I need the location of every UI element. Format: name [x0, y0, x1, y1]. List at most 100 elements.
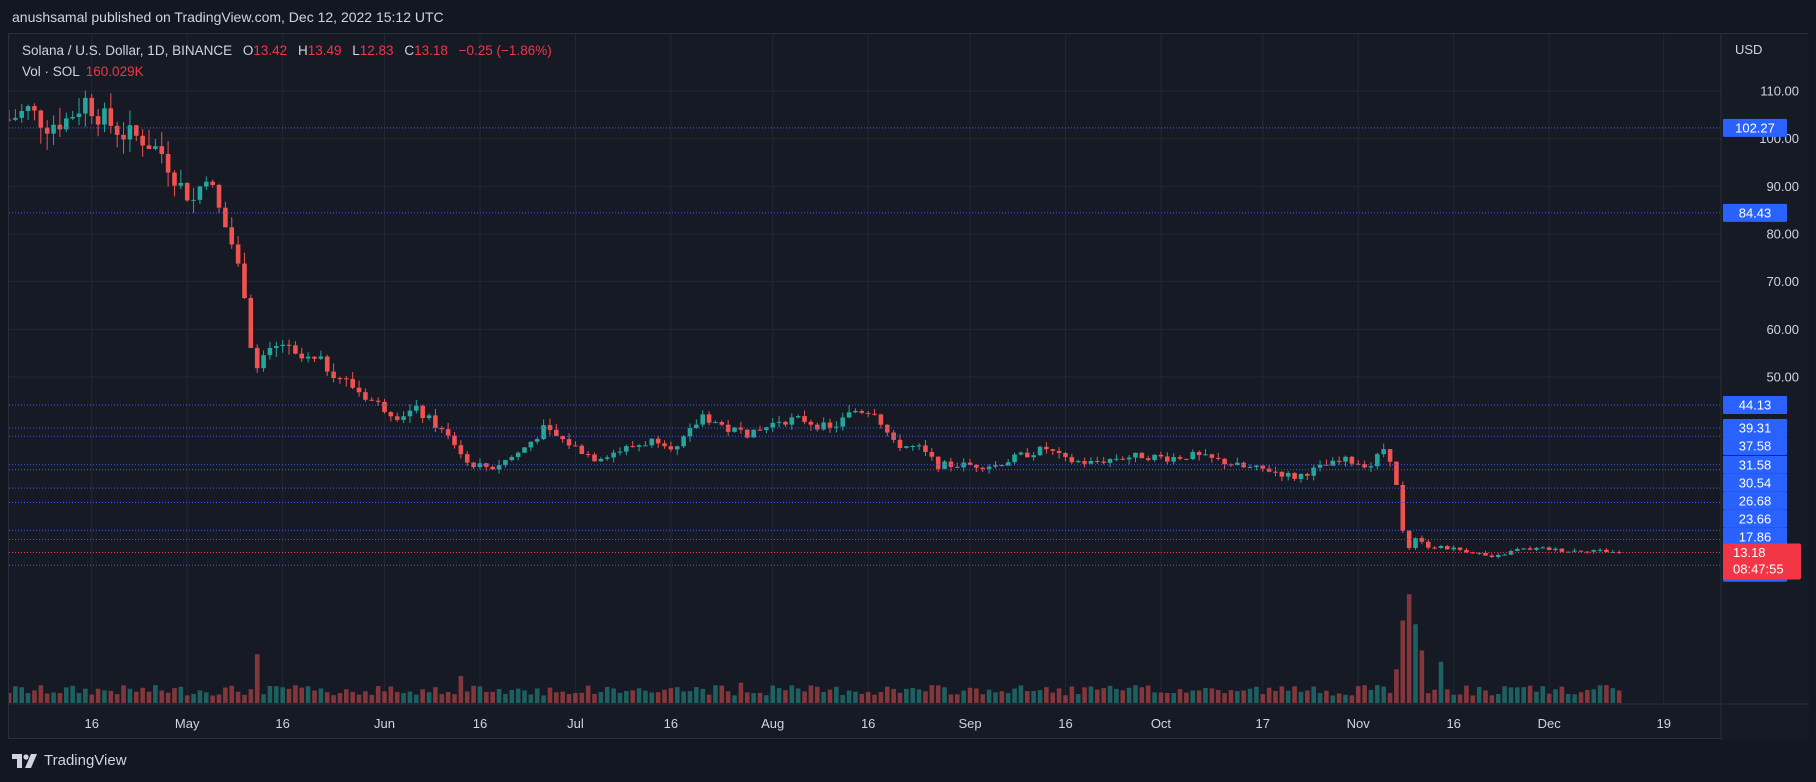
candle-body[interactable] — [1235, 462, 1240, 466]
candle-body[interactable] — [1056, 450, 1062, 454]
candle-body[interactable] — [770, 422, 776, 428]
candle-body[interactable] — [1298, 473, 1304, 479]
candle-body[interactable] — [802, 416, 807, 422]
candle-body[interactable] — [1368, 466, 1374, 468]
candle-body[interactable] — [1190, 451, 1196, 460]
candle-body[interactable] — [1005, 462, 1011, 466]
candle-body[interactable] — [929, 452, 935, 457]
candle-body[interactable] — [1565, 551, 1571, 553]
candle-body[interactable] — [1559, 548, 1565, 552]
candle-body[interactable] — [229, 227, 235, 245]
candle-body[interactable] — [223, 207, 228, 228]
candle-body[interactable] — [324, 356, 330, 372]
candle-body[interactable] — [248, 298, 254, 348]
candle-body[interactable] — [560, 435, 565, 440]
candle-body[interactable] — [1470, 552, 1476, 554]
candle-body[interactable] — [159, 146, 165, 154]
candle-body[interactable] — [1196, 451, 1202, 456]
candle-body[interactable] — [140, 135, 145, 146]
candle-body[interactable] — [114, 125, 120, 135]
candle-body[interactable] — [687, 428, 693, 437]
candle-body[interactable] — [891, 432, 896, 440]
candle-body[interactable] — [1247, 467, 1253, 469]
candle-body[interactable] — [184, 182, 190, 201]
candle-body[interactable] — [1406, 530, 1412, 548]
candle-body[interactable] — [757, 429, 763, 431]
candle-body[interactable] — [643, 445, 648, 447]
candle-body[interactable] — [1572, 550, 1577, 552]
level-price-tag[interactable] — [1723, 473, 1787, 492]
candle-body[interactable] — [1107, 458, 1113, 463]
candle-body[interactable] — [299, 353, 305, 359]
candle-body[interactable] — [401, 416, 406, 420]
candle-body[interactable] — [1177, 457, 1183, 459]
candle-body[interactable] — [598, 458, 604, 462]
candle-body[interactable] — [363, 392, 368, 400]
candle-body[interactable] — [1610, 551, 1616, 553]
candle-body[interactable] — [630, 446, 635, 448]
candle-body[interactable] — [293, 345, 298, 354]
level-price-tag[interactable] — [1723, 491, 1787, 510]
candle-body[interactable] — [916, 445, 922, 447]
price-axis-panel[interactable] — [1721, 34, 1809, 740]
candle-body[interactable] — [254, 347, 260, 369]
candle-body[interactable] — [1120, 458, 1126, 460]
candle-body[interactable] — [44, 127, 50, 134]
candle-body[interactable] — [884, 424, 890, 433]
candle-body[interactable] — [1285, 473, 1291, 477]
candle-body[interactable] — [999, 465, 1005, 467]
level-price-tag[interactable] — [1723, 395, 1787, 414]
candle-body[interactable] — [1355, 463, 1361, 465]
candle-body[interactable] — [1305, 473, 1310, 476]
candle-body[interactable] — [1095, 460, 1100, 462]
candle-body[interactable] — [1215, 457, 1221, 459]
candle-body[interactable] — [331, 371, 336, 379]
candle-body[interactable] — [63, 118, 69, 130]
candle-body[interactable] — [1050, 449, 1056, 451]
level-price-tag[interactable] — [1723, 418, 1787, 437]
candle-body[interactable] — [407, 410, 413, 417]
candle-body[interactable] — [83, 97, 88, 114]
candle-body[interactable] — [1375, 454, 1380, 467]
candle-body[interactable] — [38, 110, 44, 128]
candle-body[interactable] — [897, 439, 903, 448]
candle-body[interactable] — [1546, 547, 1552, 551]
candle-body[interactable] — [32, 106, 37, 111]
candle-body[interactable] — [904, 446, 909, 448]
candle-body[interactable] — [592, 454, 597, 462]
candle-body[interactable] — [1241, 462, 1246, 468]
candle-body[interactable] — [178, 182, 184, 186]
candle-body[interactable] — [694, 424, 699, 429]
level-price-tag[interactable] — [1723, 509, 1787, 528]
candle-body[interactable] — [1152, 454, 1157, 461]
candle-body[interactable] — [312, 356, 317, 359]
candle-body[interactable] — [1209, 454, 1215, 458]
level-price-tag[interactable] — [1723, 436, 1787, 455]
candle-body[interactable] — [102, 108, 107, 125]
symbol-name[interactable]: Solana / U.S. Dollar, 1D, BINANCE — [22, 43, 233, 58]
candle-body[interactable] — [1203, 454, 1208, 456]
candle-body[interactable] — [573, 445, 578, 447]
candle-body[interactable] — [1381, 449, 1386, 455]
candle-body[interactable] — [974, 464, 979, 468]
candle-body[interactable] — [337, 378, 343, 380]
candle-body[interactable] — [1114, 458, 1119, 460]
candle-body[interactable] — [1171, 457, 1176, 462]
candle-body[interactable] — [1088, 460, 1094, 464]
candle-body[interactable] — [1400, 484, 1406, 531]
candle-body[interactable] — [1063, 453, 1068, 458]
candle-body[interactable] — [534, 439, 540, 442]
candle-body[interactable] — [1260, 465, 1266, 469]
candle-body[interactable] — [121, 134, 126, 140]
candle-body[interactable] — [191, 199, 196, 201]
candle-body[interactable] — [814, 424, 820, 430]
candle-body[interactable] — [923, 445, 928, 453]
candle-body[interactable] — [1508, 551, 1514, 555]
candle-body[interactable] — [433, 415, 438, 428]
candle-body[interactable] — [821, 422, 826, 430]
candle-body[interactable] — [1012, 454, 1017, 463]
candle-body[interactable] — [541, 425, 546, 440]
candle-body[interactable] — [1133, 452, 1138, 458]
candle-body[interactable] — [1394, 461, 1399, 485]
currency-label[interactable]: USD — [1735, 42, 1762, 57]
